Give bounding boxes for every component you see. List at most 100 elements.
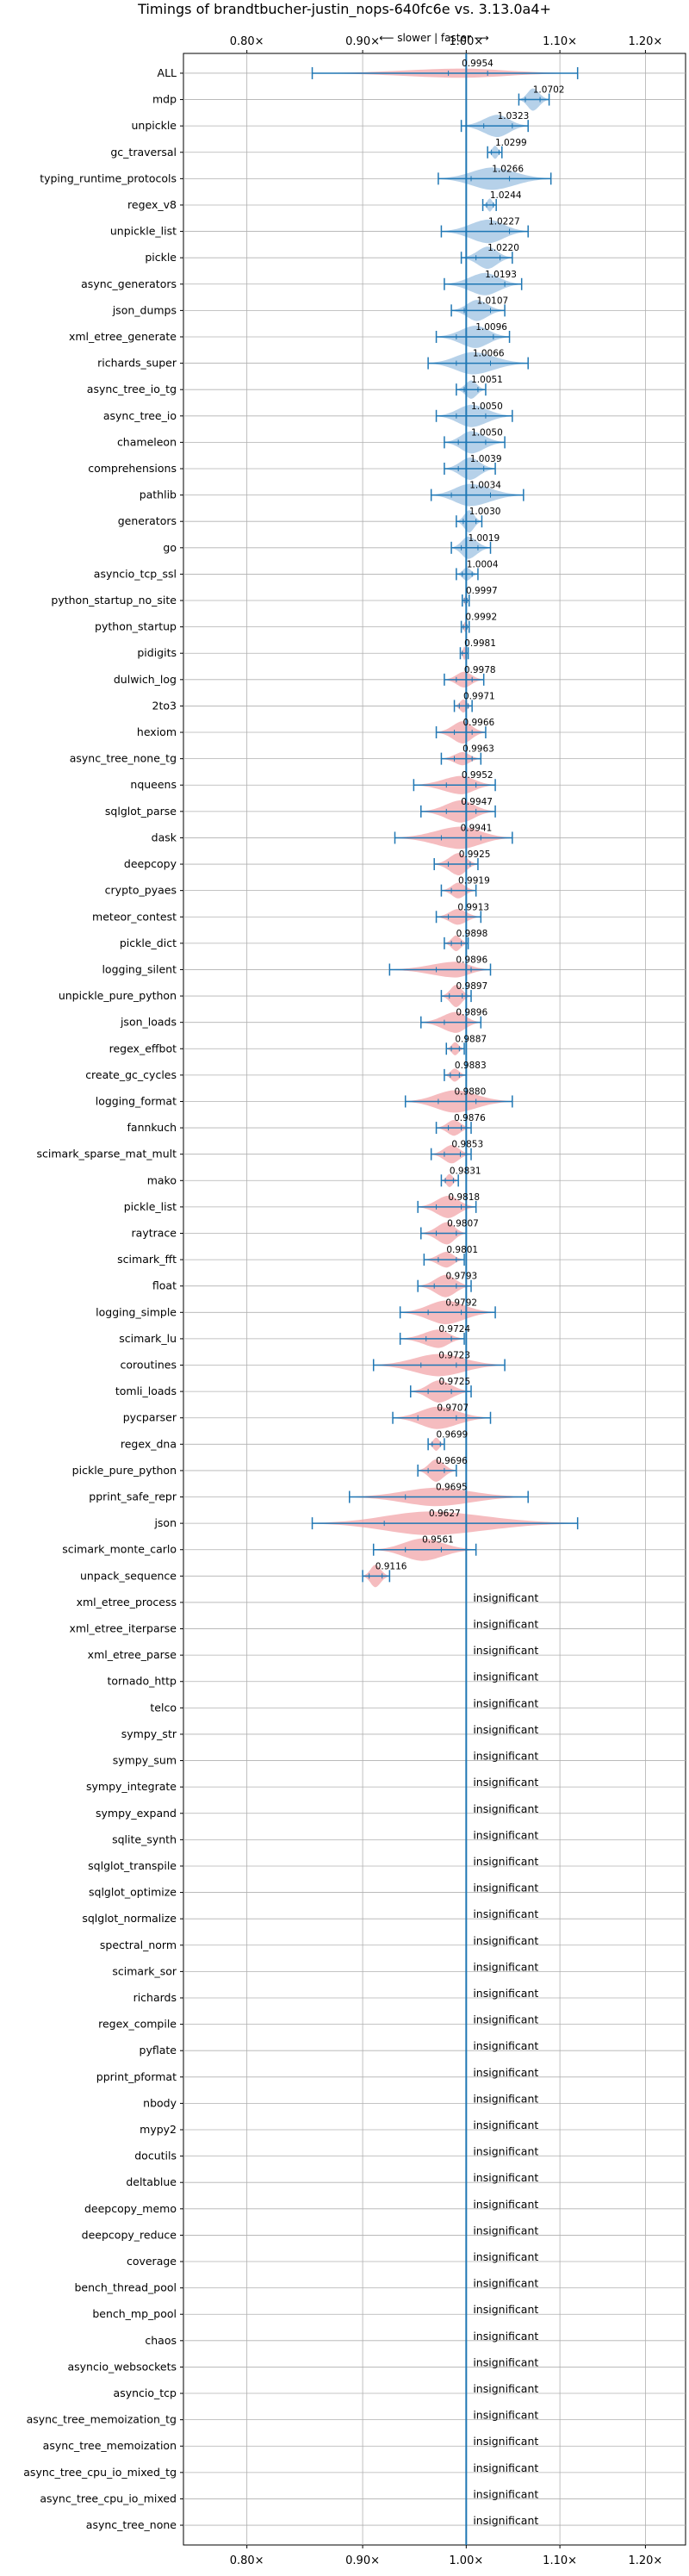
benchmark-label: dask [152, 831, 177, 843]
insignificant-label: insignificant [473, 2013, 538, 2026]
benchmark-label: pickle [145, 251, 177, 264]
insignificant-label: insignificant [473, 2224, 538, 2237]
benchmark-label: unpickle [131, 119, 177, 132]
value-label: 1.0227 [488, 217, 520, 227]
benchmark-label: pathlib [140, 488, 177, 501]
value-label: 0.9723 [438, 1351, 470, 1361]
value-label: 0.9963 [462, 744, 494, 755]
benchmark-label: fannkuch [127, 1121, 177, 1134]
benchmark-label: asyncio_websockets [67, 2360, 177, 2373]
direction-label-top: ⟵ slower | faster ⟶ [379, 32, 489, 44]
value-label: 0.9801 [446, 1245, 478, 1255]
benchmark-label: scimark_monte_carlo [62, 1543, 177, 1556]
benchmark-label: scimark_sor [112, 1964, 177, 1977]
benchmark-label: crypto_pyaes [105, 884, 177, 897]
benchmark-label: sympy_expand [96, 1807, 177, 1820]
value-label: 1.0050 [471, 427, 503, 438]
insignificant-label: insignificant [473, 2039, 538, 2052]
benchmark-label: sqlite_synth [112, 1832, 177, 1845]
insignificant-label: insignificant [473, 1934, 538, 1947]
value-label: 1.0107 [476, 296, 508, 306]
insignificant-label: insignificant [473, 1618, 538, 1631]
x-tick-label-top: 0.90× [345, 35, 380, 48]
benchmark-label: pidigits [137, 646, 177, 659]
value-label: 0.9696 [436, 1456, 468, 1466]
errorbar-layer [311, 66, 579, 1583]
value-label: 0.9707 [437, 1403, 469, 1414]
value-label: 0.9981 [464, 638, 496, 649]
benchmark-label: scimark_lu [119, 1332, 177, 1345]
benchmark-label: sympy_sum [113, 1754, 177, 1767]
benchmark-label: async_tree_cpu_io_mixed_tg [23, 2466, 177, 2479]
value-label: 0.9978 [464, 665, 496, 675]
insignificant-label: insignificant [473, 1671, 538, 1683]
value-label: 0.9947 [461, 797, 493, 807]
x-tick-label-bottom: 1.00× [449, 2554, 483, 2567]
value-label: 0.9853 [451, 1140, 483, 1150]
benchmark-label: tornado_http [107, 1675, 177, 1688]
benchmark-label: logging_silent [102, 962, 177, 975]
insignificant-label: insignificant [473, 2145, 538, 2158]
chart-title: Timings of brandtbucher-justin_nops-640f… [137, 1, 551, 18]
value-label: 0.9954 [462, 59, 493, 69]
insignificant-label: insignificant [473, 1828, 538, 1841]
benchmark-label: bench_mp_pool [92, 2307, 177, 2320]
x-tick-label-top: 1.20× [628, 35, 662, 48]
value-label: 0.9941 [461, 823, 493, 833]
insignificant-label: insignificant [473, 2330, 538, 2343]
benchmark-label: scimark_fft [117, 1253, 177, 1266]
value-label: 1.0702 [533, 85, 565, 96]
insignificant-label: insignificant [473, 1723, 538, 1736]
insignificant-label: insignificant [473, 1907, 538, 1920]
value-label: 0.9896 [456, 1008, 487, 1018]
value-label: 1.0051 [471, 375, 503, 385]
benchmark-label: python_startup [95, 620, 177, 633]
benchmark-label: deltablue [126, 2175, 177, 2188]
benchmark-label: pycparser [123, 1411, 177, 1424]
value-label: 1.0034 [469, 481, 501, 491]
benchmark-label: richards_super [97, 357, 177, 370]
benchmark-label: gc_traversal [110, 146, 177, 159]
benchmark-label: chaos [145, 2334, 177, 2347]
value-label: 0.9724 [438, 1324, 470, 1335]
benchmark-label: go [163, 541, 177, 554]
benchmark-label: pickle_list [124, 1200, 177, 1213]
insignificant-label: insignificant [473, 1750, 538, 1763]
benchmark-label: mako [147, 1173, 177, 1186]
benchmark-label: async_tree_memoization [43, 2439, 177, 2452]
benchmark-label: mypy2 [140, 2123, 177, 2136]
benchmark-label: meteor_contest [92, 910, 177, 923]
benchmark-label: spectral_norm [100, 1938, 177, 1951]
insignificant-label: insignificant [473, 2461, 538, 2474]
insignificant-label: insignificant [473, 1591, 538, 1604]
insignificant-label: insignificant [473, 2303, 538, 2316]
benchmark-label: unpickle_list [110, 225, 177, 238]
value-label: 0.9925 [459, 849, 491, 860]
benchmark-label: json_loads [120, 1016, 177, 1029]
benchmark-label: pprint_safe_repr [89, 1490, 177, 1503]
benchmark-label: asyncio_tcp [114, 2386, 177, 2399]
value-label: 0.9793 [445, 1272, 477, 1282]
benchmark-label: create_gc_cycles [85, 1068, 177, 1081]
value-label: 0.9952 [462, 770, 493, 781]
value-label: 0.9807 [447, 1218, 479, 1229]
benchmark-label: regex_compile [98, 2018, 177, 2031]
insignificant-label: insignificant [473, 2382, 538, 2395]
insignificant-label: insignificant [473, 2514, 538, 2527]
benchmark-label: raytrace [132, 1226, 177, 1239]
plot-frame [183, 53, 686, 2546]
benchmark-label: ALL [158, 66, 177, 79]
insignificant-label: insignificant [473, 2355, 538, 2368]
value-label: 0.9627 [429, 1509, 461, 1519]
value-label: 1.0299 [495, 138, 527, 148]
value-label: 1.0096 [475, 322, 507, 333]
benchmark-label: pyflate [140, 2044, 177, 2056]
value-label: 1.0019 [468, 533, 500, 544]
insignificant-label: insignificant [473, 1987, 538, 2000]
value-label: 0.9792 [445, 1297, 477, 1308]
value-label: 0.9992 [465, 613, 497, 623]
value-label: 1.0039 [470, 454, 502, 464]
insignificant-label: insignificant [473, 2277, 538, 2290]
benchmark-label: coverage [127, 2255, 177, 2268]
